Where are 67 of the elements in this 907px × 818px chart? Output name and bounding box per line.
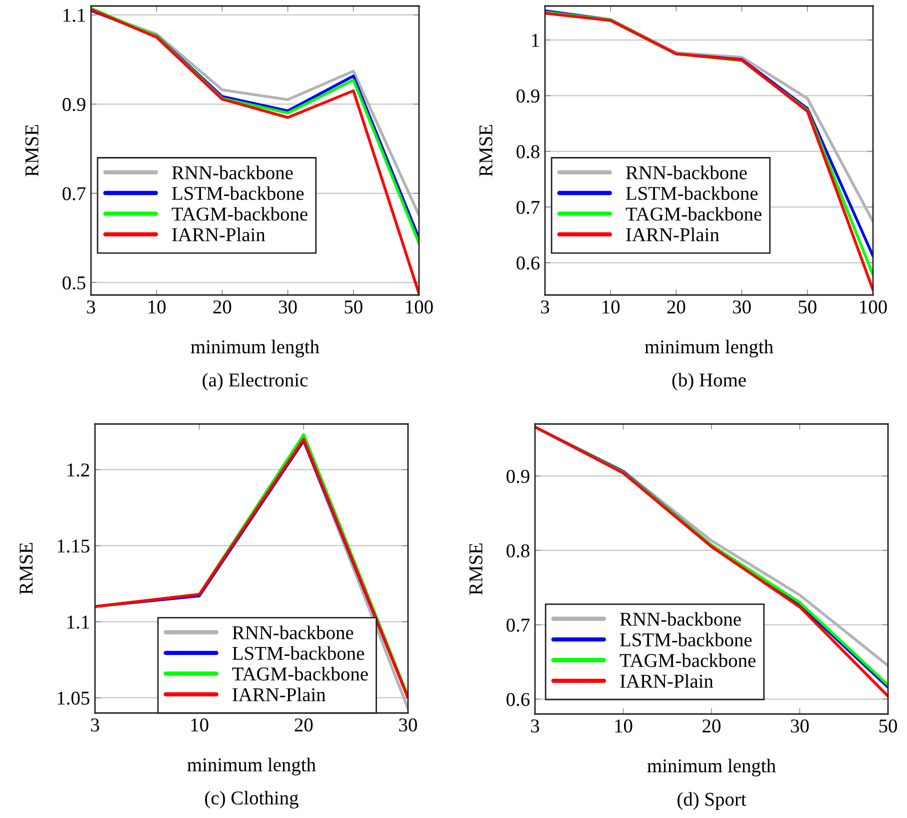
y-tick-label: 0.8 (516, 145, 540, 158)
legend-label: IARN-Plain (232, 688, 326, 702)
y-axis-title: RMSE (25, 124, 38, 176)
x-tick-label: 30 (733, 300, 751, 314)
x-tick-label: 20 (667, 300, 686, 314)
y-tick-label: 0.9 (506, 470, 530, 484)
x-axis-title: minimum length (187, 758, 316, 776)
legend-label: IARN-Plain (172, 228, 266, 242)
y-tick-label: 0.9 (516, 89, 540, 103)
y-tick-label: 0.5 (62, 276, 86, 290)
y-tick-label: 1.05 (58, 692, 90, 705)
legend-label: LSTM-backbone (626, 186, 758, 200)
x-axis-title: minimum length (644, 340, 774, 358)
y-axis-title: RMSE (479, 124, 492, 176)
legend-label: TAGM-backbone (620, 653, 756, 668)
y-axis-title: RMSE (20, 542, 33, 594)
text: (d) Sport (678, 792, 746, 810)
x-tick-label: 20 (702, 719, 720, 733)
x-tick-label: 10 (148, 300, 166, 314)
x-tick-label: 10 (602, 300, 620, 314)
x-tick-label: 20 (294, 718, 313, 732)
x-tick-label: 50 (344, 300, 362, 314)
text: (b) Home (672, 372, 746, 391)
y-axis-title: RMSE (469, 543, 482, 595)
x-tick-label: 100 (860, 300, 887, 314)
legend-label: LSTM-backbone (232, 646, 364, 660)
x-tick-label: 20 (213, 300, 232, 314)
y-tick-label: 0.6 (516, 256, 540, 270)
y-tick-label: 0.7 (506, 618, 530, 632)
x-tick-label: 30 (790, 719, 809, 733)
x-tick-label: 3 (541, 300, 550, 314)
x-tick-label: 10 (615, 719, 632, 733)
y-tick-label: 0.8 (506, 544, 530, 558)
x-tick-label: 3 (531, 719, 540, 733)
y-tick-label: 0.7 (62, 187, 86, 200)
y-tick-label: 0.6 (506, 692, 530, 706)
legend-label: RNN-backbone (620, 612, 741, 626)
legend-label: TAGM-backbone (232, 666, 368, 681)
x-tick-label: 50 (798, 300, 816, 314)
x-tick-label: 3 (91, 718, 100, 732)
legend-label: IARN-Plain (620, 674, 714, 688)
x-axis-title: minimum length (647, 758, 776, 776)
legend-label: TAGM-backbone (172, 206, 308, 221)
x-tick-label: 30 (399, 718, 417, 732)
legend-label: IARN-Plain (626, 228, 720, 242)
text: (a) Electronic (202, 372, 308, 391)
x-tick-label: 100 (406, 300, 433, 314)
y-tick-label: 1.1 (64, 8, 85, 22)
x-tick-label: 50 (879, 719, 897, 733)
legend-label: LSTM-backbone (620, 632, 752, 646)
legend-label: LSTM-backbone (172, 186, 304, 200)
y-tick-label: 1.2 (68, 464, 90, 477)
line-series (91, 8, 419, 295)
legend-label: TAGM-backbone (626, 206, 762, 221)
x-tick-label: 10 (191, 718, 208, 732)
y-tick-label: 1 (532, 34, 539, 47)
x-tick-label: 30 (279, 300, 297, 314)
legend-label: RNN-backbone (172, 166, 293, 180)
y-tick-label: 0.7 (516, 200, 540, 214)
y-tick-label: 0.9 (62, 98, 86, 112)
x-tick-label: 3 (87, 300, 96, 314)
text: (c) Clothing (205, 790, 298, 809)
y-tick-label: 1.1 (68, 616, 89, 629)
y-tick-label: 1.15 (58, 540, 90, 553)
x-axis-title: minimum length (190, 340, 320, 358)
legend-label: RNN-backbone (232, 626, 354, 640)
legend-label: RNN-backbone (626, 166, 747, 180)
